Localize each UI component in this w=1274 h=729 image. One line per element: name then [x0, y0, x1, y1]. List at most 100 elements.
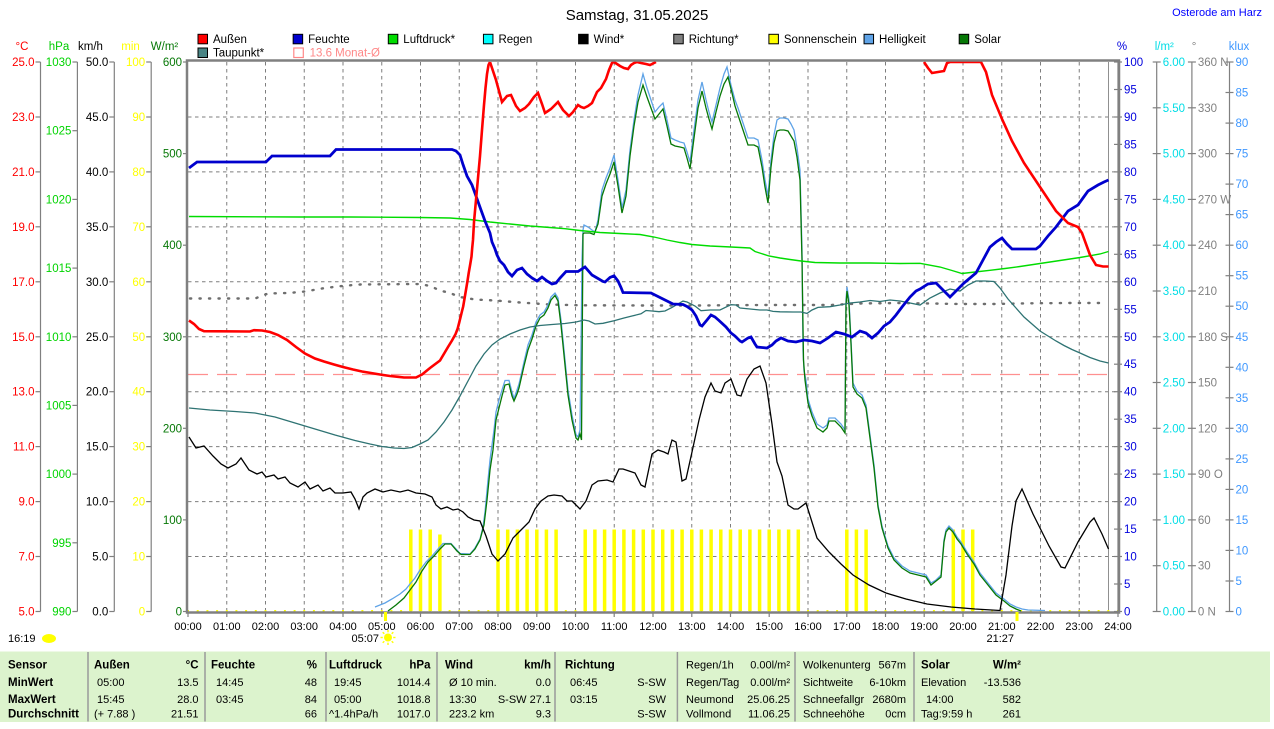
svg-text:Regen: Regen [498, 34, 532, 46]
svg-text:18:00: 18:00 [872, 621, 900, 633]
svg-text:3.50: 3.50 [1163, 286, 1185, 298]
svg-text:Richtung*: Richtung* [689, 34, 739, 46]
svg-text:6.00: 6.00 [1163, 57, 1185, 69]
svg-text:Osterode am Harz: Osterode am Harz [1172, 7, 1262, 19]
svg-text:Wolkenunterg: Wolkenunterg [803, 659, 871, 671]
svg-text:300: 300 [1198, 149, 1217, 161]
svg-text:60: 60 [1236, 240, 1249, 252]
svg-text:40.0: 40.0 [86, 167, 108, 179]
svg-text:4.50: 4.50 [1163, 194, 1185, 206]
svg-text:11.0: 11.0 [13, 442, 35, 454]
svg-text:45: 45 [1124, 359, 1137, 371]
svg-text:23:00: 23:00 [1065, 621, 1093, 633]
svg-text:Sonnenschein: Sonnenschein [784, 34, 857, 46]
svg-text:Helligkeit: Helligkeit [879, 34, 926, 46]
svg-text:14:00: 14:00 [717, 621, 745, 633]
svg-text:°C: °C [16, 41, 29, 53]
svg-text:40: 40 [132, 387, 145, 399]
svg-text:70: 70 [132, 222, 145, 234]
svg-text:21:00: 21:00 [988, 621, 1016, 633]
svg-text:03:15: 03:15 [570, 694, 598, 706]
svg-text:13:30: 13:30 [449, 694, 477, 706]
svg-text:10: 10 [1124, 552, 1137, 564]
svg-text:W/m²: W/m² [151, 41, 179, 53]
svg-text:^1.4hPa/h: ^1.4hPa/h [329, 709, 378, 721]
svg-text:22:00: 22:00 [1027, 621, 1055, 633]
svg-text:1.00: 1.00 [1163, 515, 1185, 527]
svg-text:13.5: 13.5 [177, 677, 198, 689]
svg-text:35: 35 [1236, 393, 1249, 405]
svg-text:Schneehöhe: Schneehöhe [803, 709, 865, 721]
svg-text:0 N: 0 N [1198, 607, 1216, 619]
svg-text:Feuchte: Feuchte [308, 34, 350, 46]
svg-text:1.50: 1.50 [1163, 469, 1185, 481]
svg-text:65: 65 [1124, 249, 1137, 261]
svg-text:600: 600 [163, 57, 182, 69]
svg-text:03:45: 03:45 [216, 694, 244, 706]
svg-text:20: 20 [132, 497, 145, 509]
svg-text:20: 20 [1236, 484, 1249, 496]
svg-text:Durchschnitt: Durchschnitt [8, 709, 79, 721]
svg-text:50.0: 50.0 [86, 57, 108, 69]
svg-text:min: min [121, 41, 140, 53]
svg-text:17.0: 17.0 [12, 277, 34, 289]
svg-text:16:19: 16:19 [8, 633, 36, 645]
svg-text:15: 15 [1236, 515, 1249, 527]
svg-text:0.00l/m²: 0.00l/m² [750, 659, 790, 671]
svg-text:19:00: 19:00 [910, 621, 938, 633]
svg-text:%: % [1117, 41, 1127, 53]
svg-text:13.6 Monat-Ø: 13.6 Monat-Ø [310, 48, 380, 60]
svg-text:5: 5 [1236, 576, 1242, 588]
svg-text:80: 80 [1124, 167, 1137, 179]
svg-text:2680m: 2680m [872, 694, 906, 706]
svg-text:90: 90 [1124, 112, 1137, 124]
svg-text:15: 15 [1124, 524, 1137, 536]
svg-text:0.0: 0.0 [92, 607, 108, 619]
svg-text:1014.4: 1014.4 [397, 677, 431, 689]
svg-text:05:00: 05:00 [334, 694, 362, 706]
svg-text:MinWert: MinWert [8, 677, 53, 689]
svg-text:21:27: 21:27 [986, 633, 1014, 645]
svg-text:19:45: 19:45 [334, 677, 362, 689]
svg-text:21.51: 21.51 [171, 709, 199, 721]
svg-text:240: 240 [1198, 240, 1217, 252]
svg-text:20: 20 [1124, 497, 1137, 509]
svg-text:°: ° [1192, 41, 1197, 53]
svg-text:Luftdruck*: Luftdruck* [403, 34, 455, 46]
svg-text:km/h: km/h [78, 41, 103, 53]
svg-text:13.0: 13.0 [12, 387, 34, 399]
svg-text:Wind*: Wind* [594, 34, 625, 46]
svg-text:25.0: 25.0 [12, 57, 34, 69]
svg-text:4.00: 4.00 [1163, 240, 1185, 252]
svg-text:Feuchte: Feuchte [211, 659, 255, 671]
svg-text:90: 90 [132, 112, 145, 124]
svg-text:330: 330 [1198, 103, 1217, 115]
svg-text:0: 0 [139, 607, 145, 619]
svg-text:05:00: 05:00 [368, 621, 396, 633]
svg-text:S-SW: S-SW [637, 709, 666, 721]
svg-text:1025: 1025 [46, 126, 72, 138]
svg-text:80: 80 [1236, 118, 1249, 130]
svg-text:5.00: 5.00 [1163, 149, 1185, 161]
svg-text:1018.8: 1018.8 [397, 694, 431, 706]
svg-text:100: 100 [1124, 57, 1143, 69]
svg-text:3.00: 3.00 [1163, 332, 1185, 344]
svg-text:50: 50 [1236, 301, 1249, 313]
svg-text:60: 60 [132, 277, 145, 289]
svg-text:05:07: 05:07 [351, 633, 379, 645]
svg-text:Elevation: Elevation [921, 677, 966, 689]
svg-text:360 N: 360 N [1198, 57, 1229, 69]
svg-text:06:45: 06:45 [570, 677, 598, 689]
svg-text:00:00: 00:00 [174, 621, 202, 633]
svg-text:70: 70 [1124, 222, 1137, 234]
svg-text:0.50: 0.50 [1163, 561, 1185, 573]
svg-text:1017.0: 1017.0 [397, 709, 431, 721]
svg-text:25: 25 [1124, 469, 1137, 481]
svg-text:Sichtweite: Sichtweite [803, 677, 853, 689]
svg-text:25: 25 [1236, 454, 1249, 466]
svg-text:75: 75 [1236, 149, 1249, 161]
svg-text:0: 0 [1124, 607, 1130, 619]
svg-text:6-10km: 6-10km [869, 677, 906, 689]
svg-text:1030: 1030 [46, 57, 72, 69]
svg-text:Richtung: Richtung [565, 659, 615, 671]
